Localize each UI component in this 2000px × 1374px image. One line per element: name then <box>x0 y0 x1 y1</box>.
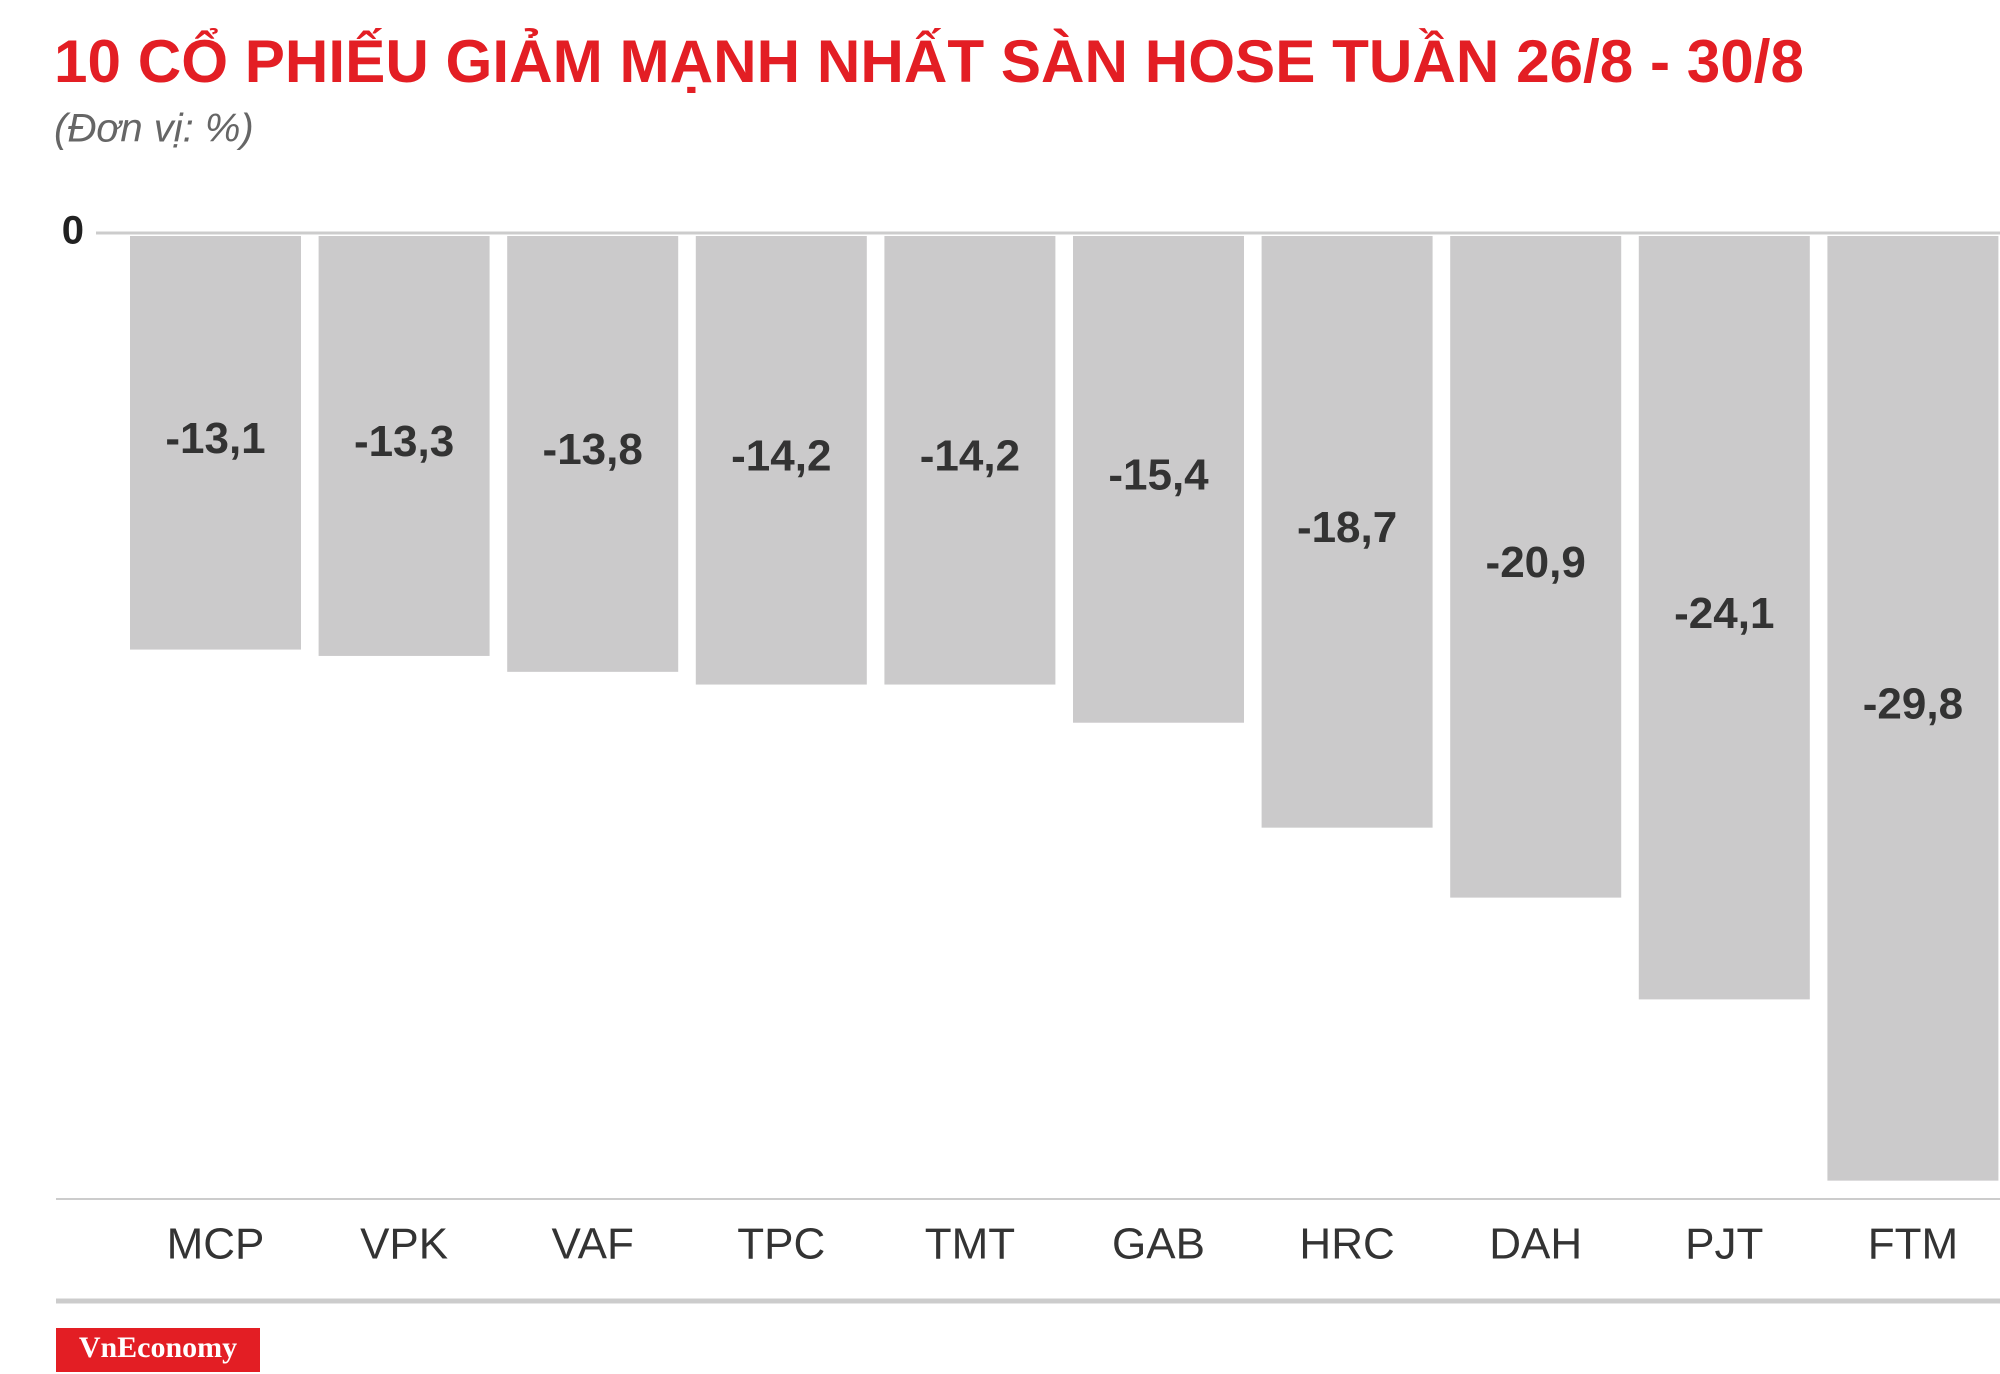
bar <box>1261 236 1433 828</box>
bar <box>884 236 1056 685</box>
x-tick-label: DAH <box>1489 1220 1582 1269</box>
x-tick-label: VAF <box>552 1220 634 1269</box>
x-tick-label: VPK <box>360 1220 448 1269</box>
bar <box>1638 236 1810 1000</box>
x-tick-label: HRC <box>1299 1220 1394 1269</box>
bar <box>1827 236 1999 1181</box>
bar <box>318 236 490 656</box>
x-tick-label: GAB <box>1112 1220 1205 1269</box>
x-tick-label: FTM <box>1868 1220 1958 1269</box>
bar <box>130 236 301 650</box>
x-tick-label: PJT <box>1685 1220 1763 1269</box>
x-tick-label: TPC <box>737 1220 825 1269</box>
value-label: -18,7 <box>1297 503 1397 552</box>
bar <box>695 236 867 685</box>
source-text: VnEconomy <box>79 1331 237 1364</box>
y-tick-label: 0 <box>62 209 84 253</box>
x-tick-label: MCP <box>167 1220 265 1269</box>
value-label: -29,8 <box>1863 679 1963 728</box>
value-label: -13,8 <box>543 425 643 474</box>
value-label: -13,3 <box>354 417 454 466</box>
value-label: -15,4 <box>1108 450 1209 499</box>
source-badge <box>56 1328 260 1372</box>
value-label: -20,9 <box>1486 538 1586 587</box>
value-label: -24,1 <box>1674 589 1774 638</box>
x-tick-label: TMT <box>925 1220 1015 1269</box>
value-label: -14,2 <box>731 431 831 480</box>
bar <box>1073 236 1244 723</box>
bar <box>1450 236 1622 898</box>
chart-title: 10 CỔ PHIẾU GIẢM MẠNH NHẤT SÀN HOSE TUẦN… <box>54 28 1804 95</box>
value-label: -14,2 <box>920 431 1020 480</box>
value-label: -13,1 <box>165 414 265 463</box>
chart-subtitle: (Đơn vị: %) <box>54 107 254 151</box>
bar <box>507 236 679 672</box>
